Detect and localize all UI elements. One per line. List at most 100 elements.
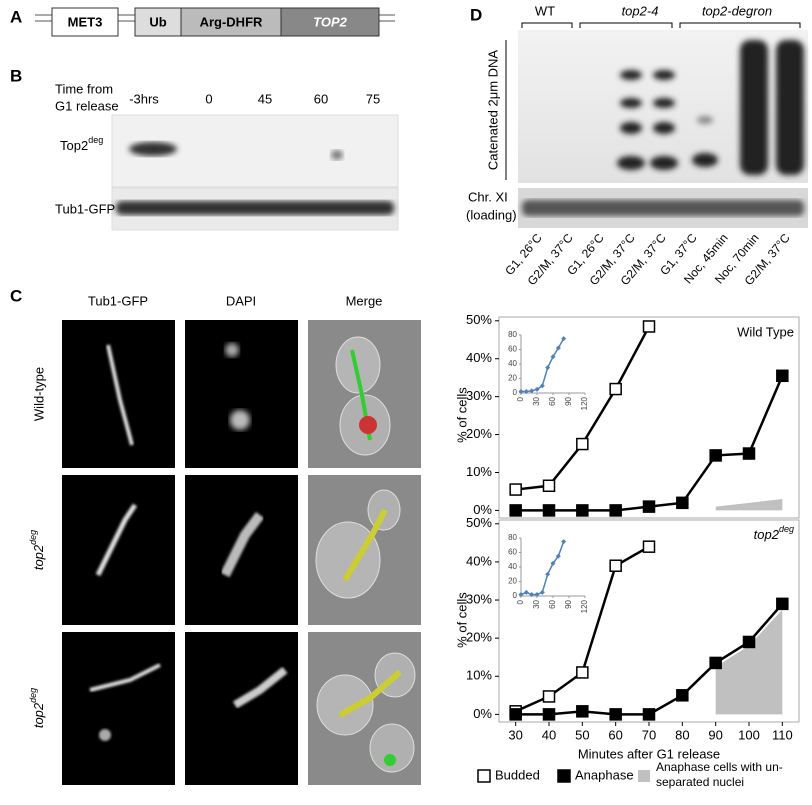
y-tick-label: 20%	[466, 426, 492, 441]
x-tick-label: 30	[508, 727, 522, 742]
marker	[576, 705, 589, 718]
legend-swatch	[557, 769, 571, 783]
inset-y-tick-label: 80	[508, 533, 517, 542]
panel-label: B	[10, 66, 22, 85]
inset-y-tick-label: 20	[508, 374, 517, 383]
x-tick-label: 80	[675, 727, 689, 742]
inset-y-tick-label: 0	[513, 591, 518, 600]
x-tick-label: 50	[575, 727, 589, 742]
row-label: top2deg	[28, 530, 46, 570]
inset-x-tick-label: 30	[532, 396, 541, 405]
y-tick-label: 30%	[466, 388, 492, 403]
inset-marker	[561, 539, 567, 545]
blot-row-label: Top2deg	[60, 135, 103, 153]
y-tick-label: 20%	[466, 630, 492, 645]
annotation-name: top2	[754, 527, 780, 542]
marker	[776, 369, 789, 383]
legend-swatch	[638, 770, 650, 782]
marker	[676, 689, 689, 702]
marker	[509, 504, 522, 517]
inset-x-tick-label: 120	[580, 599, 589, 613]
marker	[576, 437, 589, 451]
marker	[642, 708, 656, 721]
inset-x-tick-label: 90	[564, 396, 573, 405]
marker	[642, 320, 656, 333]
y-tick-label: 0%	[473, 502, 492, 517]
y-tick-label: 50%	[466, 312, 492, 327]
row-name: top2	[31, 702, 46, 728]
row-sup: deg	[28, 530, 38, 545]
blot-axis-label: Time from	[55, 81, 113, 96]
inset-marker	[539, 383, 545, 389]
row-label: top2deg	[28, 688, 46, 728]
column-header: Tub1-GFP	[88, 293, 148, 308]
lane-labels: G1, 26°CG2/M, 37°CG1, 26°CG2/M, 37°CG2/M…	[502, 231, 793, 288]
area	[715, 499, 783, 511]
timepoint-label: 75	[366, 91, 380, 106]
construct-segment: Ub	[149, 14, 166, 29]
marker	[509, 483, 522, 496]
panel-label: D	[470, 5, 482, 24]
chart-annotation: Wild Type	[737, 324, 794, 339]
inset-marker	[561, 336, 567, 342]
inset-y-tick-label: 60	[508, 548, 517, 557]
y-axis-label: % of cells	[454, 592, 469, 648]
inset-x-tick-label: 30	[532, 599, 541, 608]
gel-loading-label: Chr. XI	[468, 189, 508, 204]
x-tick-label: 40	[542, 727, 556, 742]
inset-y-tick-label: 60	[508, 345, 517, 354]
marker	[709, 656, 722, 670]
inset-marker	[518, 389, 524, 395]
x-tick-label: 110	[772, 727, 793, 742]
marker	[642, 540, 656, 553]
inset-x-tick-label: 120	[580, 396, 589, 410]
column-header: Merge	[346, 293, 383, 308]
x-tick-label: 70	[642, 727, 656, 742]
blot-axis-label: G1 release	[55, 98, 119, 113]
row-label: Wild-type	[31, 367, 46, 421]
blot-row-name: Top2	[60, 138, 88, 153]
marker	[742, 635, 756, 649]
inset-x-tick-label: 0	[516, 396, 525, 401]
row-sup: deg	[28, 688, 38, 703]
y-tick-label: 10%	[466, 464, 492, 479]
y-tick-label: 40%	[466, 350, 492, 365]
legend-swatch	[477, 769, 491, 783]
y-tick-label: 10%	[466, 668, 492, 683]
inset-x-tick-label: 0	[516, 599, 525, 604]
chart-annotation: top2deg	[754, 524, 794, 542]
timepoint-label: -3hrs	[129, 91, 159, 106]
inset-marker	[555, 553, 561, 559]
construct-segment: Arg-DHFR	[200, 14, 263, 29]
marker	[709, 449, 722, 462]
legend-label: Anaphase cells with un-separated nuclei	[656, 760, 783, 789]
y-tick-label: 30%	[466, 591, 492, 606]
marker	[642, 500, 656, 513]
gel-side-label: Catenated 2μm DNA	[485, 50, 500, 171]
inset-x-tick-label: 90	[564, 599, 573, 608]
x-tick-label: 90	[708, 727, 722, 742]
timepoint-label: 45	[258, 91, 272, 106]
inset-marker	[550, 560, 556, 566]
legend-label-box: Anaphase cells with un-separated nuclei	[656, 760, 783, 789]
inset-marker	[529, 592, 535, 598]
marker	[576, 504, 589, 517]
blot-row-label: Tub1-GFP	[55, 201, 115, 216]
marker	[609, 504, 622, 517]
marker	[776, 597, 789, 611]
construct: MET3 Ub Arg-DHFR TOP2	[35, 7, 395, 37]
marker	[609, 559, 622, 572]
inset-marker	[555, 345, 561, 351]
inset-marker	[545, 571, 551, 577]
marker	[542, 479, 556, 493]
x-tick-label: 100	[738, 727, 760, 742]
marker	[542, 708, 556, 721]
charts: 0% 10% 20% 30% 40% 50% % of cells Wild Type 0 20 4…	[454, 312, 800, 789]
y-tick-label: 40%	[466, 553, 492, 568]
marker	[542, 690, 556, 703]
construct-segment: TOP2	[313, 14, 347, 29]
inset-y-tick-label: 80	[508, 330, 517, 339]
inset-marker	[534, 592, 540, 598]
panel-label: A	[10, 7, 22, 26]
inset-y-tick-label: 40	[508, 359, 517, 368]
